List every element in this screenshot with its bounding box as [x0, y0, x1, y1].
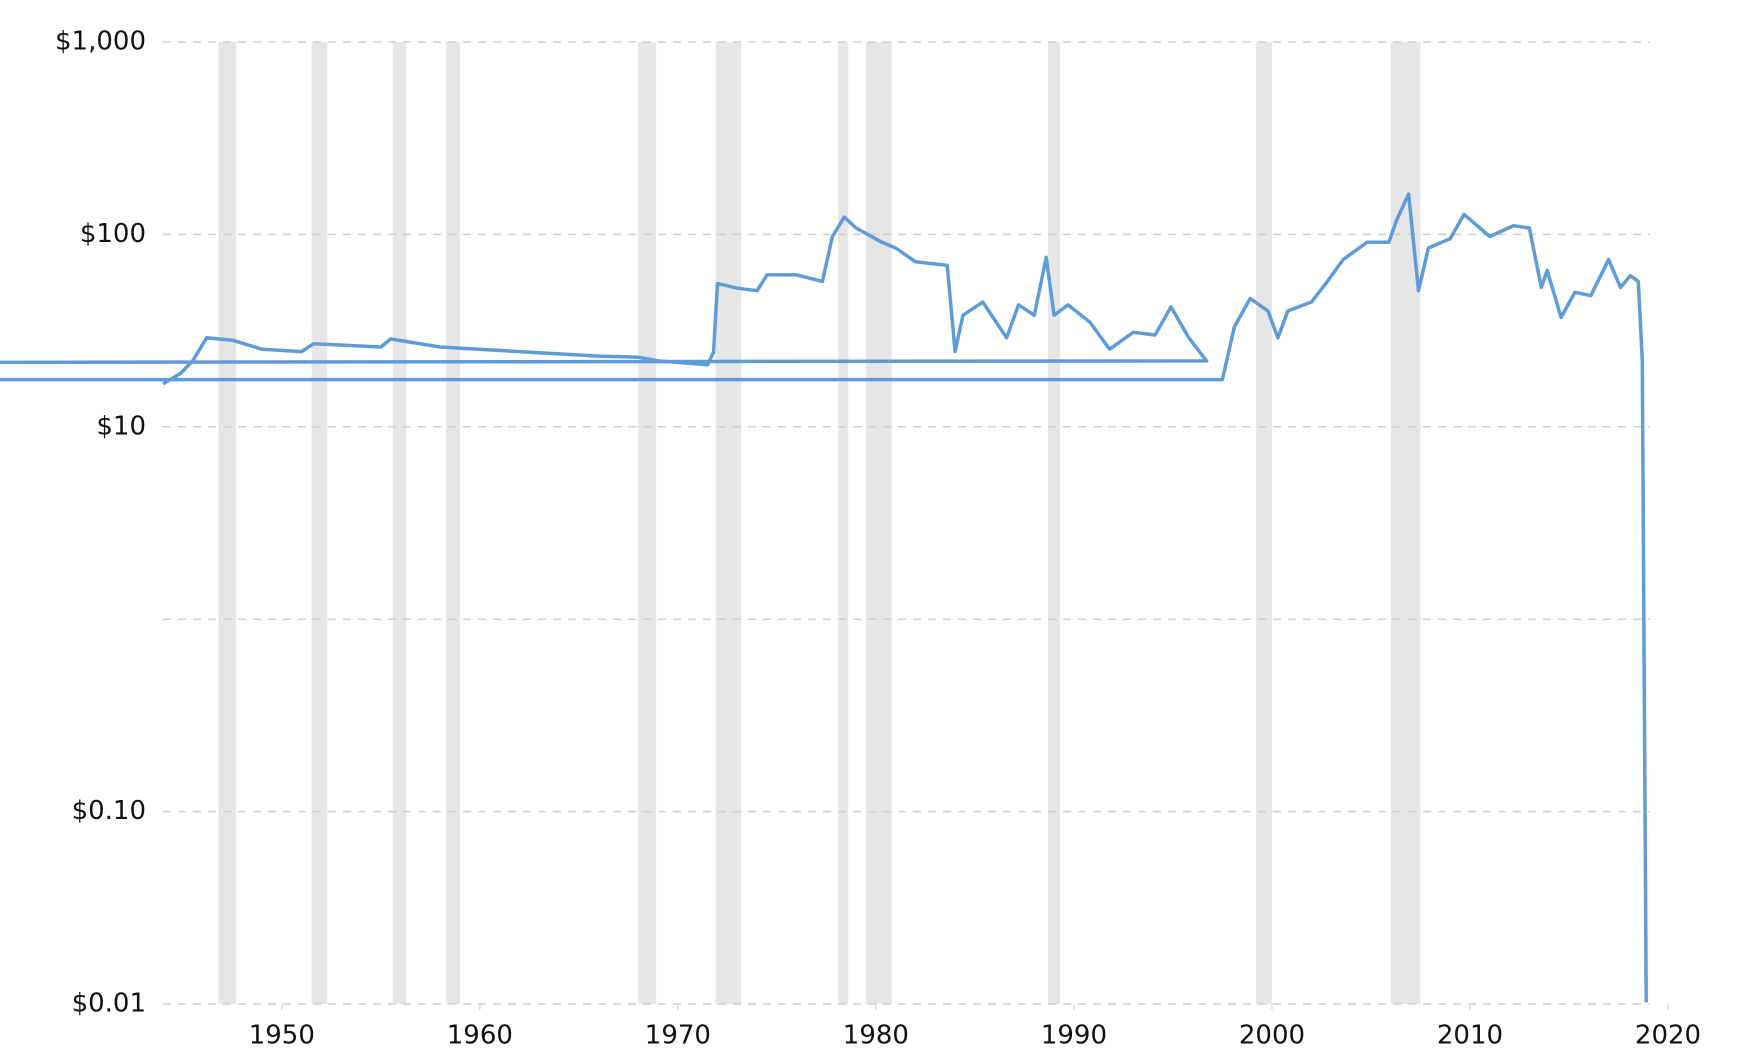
- recession-band: [638, 42, 657, 1004]
- y-tick-label: $10: [96, 411, 146, 441]
- recession-band: [311, 42, 328, 1004]
- x-tick-label: 1970: [645, 1021, 711, 1051]
- x-tick-label: 2000: [1239, 1021, 1305, 1051]
- x-tick-label: 1960: [447, 1021, 513, 1051]
- recession-band: [1048, 42, 1061, 1004]
- x-tick-label: 2020: [1635, 1021, 1701, 1051]
- x-tick-label: 1980: [843, 1021, 909, 1051]
- recession-band: [1256, 42, 1272, 1004]
- y-tick-label: $1,000: [55, 27, 146, 57]
- recession-band: [838, 42, 849, 1004]
- price-line: [0, 192, 1648, 1003]
- x-tick-label: 1950: [249, 1021, 315, 1051]
- recession-band: [446, 42, 461, 1004]
- recession-band: [392, 42, 407, 1004]
- y-tick-label: $0.01: [72, 989, 146, 1019]
- recession-band: [865, 42, 892, 1004]
- recession-band: [715, 42, 742, 1004]
- y-tick-label: $100: [80, 219, 146, 249]
- y-tick-label: $0.10: [72, 796, 146, 826]
- x-tick-label: 1990: [1041, 1021, 1107, 1051]
- x-tick-label: 2010: [1437, 1021, 1503, 1051]
- recession-band: [218, 42, 237, 1004]
- recession-band: [1390, 42, 1421, 1004]
